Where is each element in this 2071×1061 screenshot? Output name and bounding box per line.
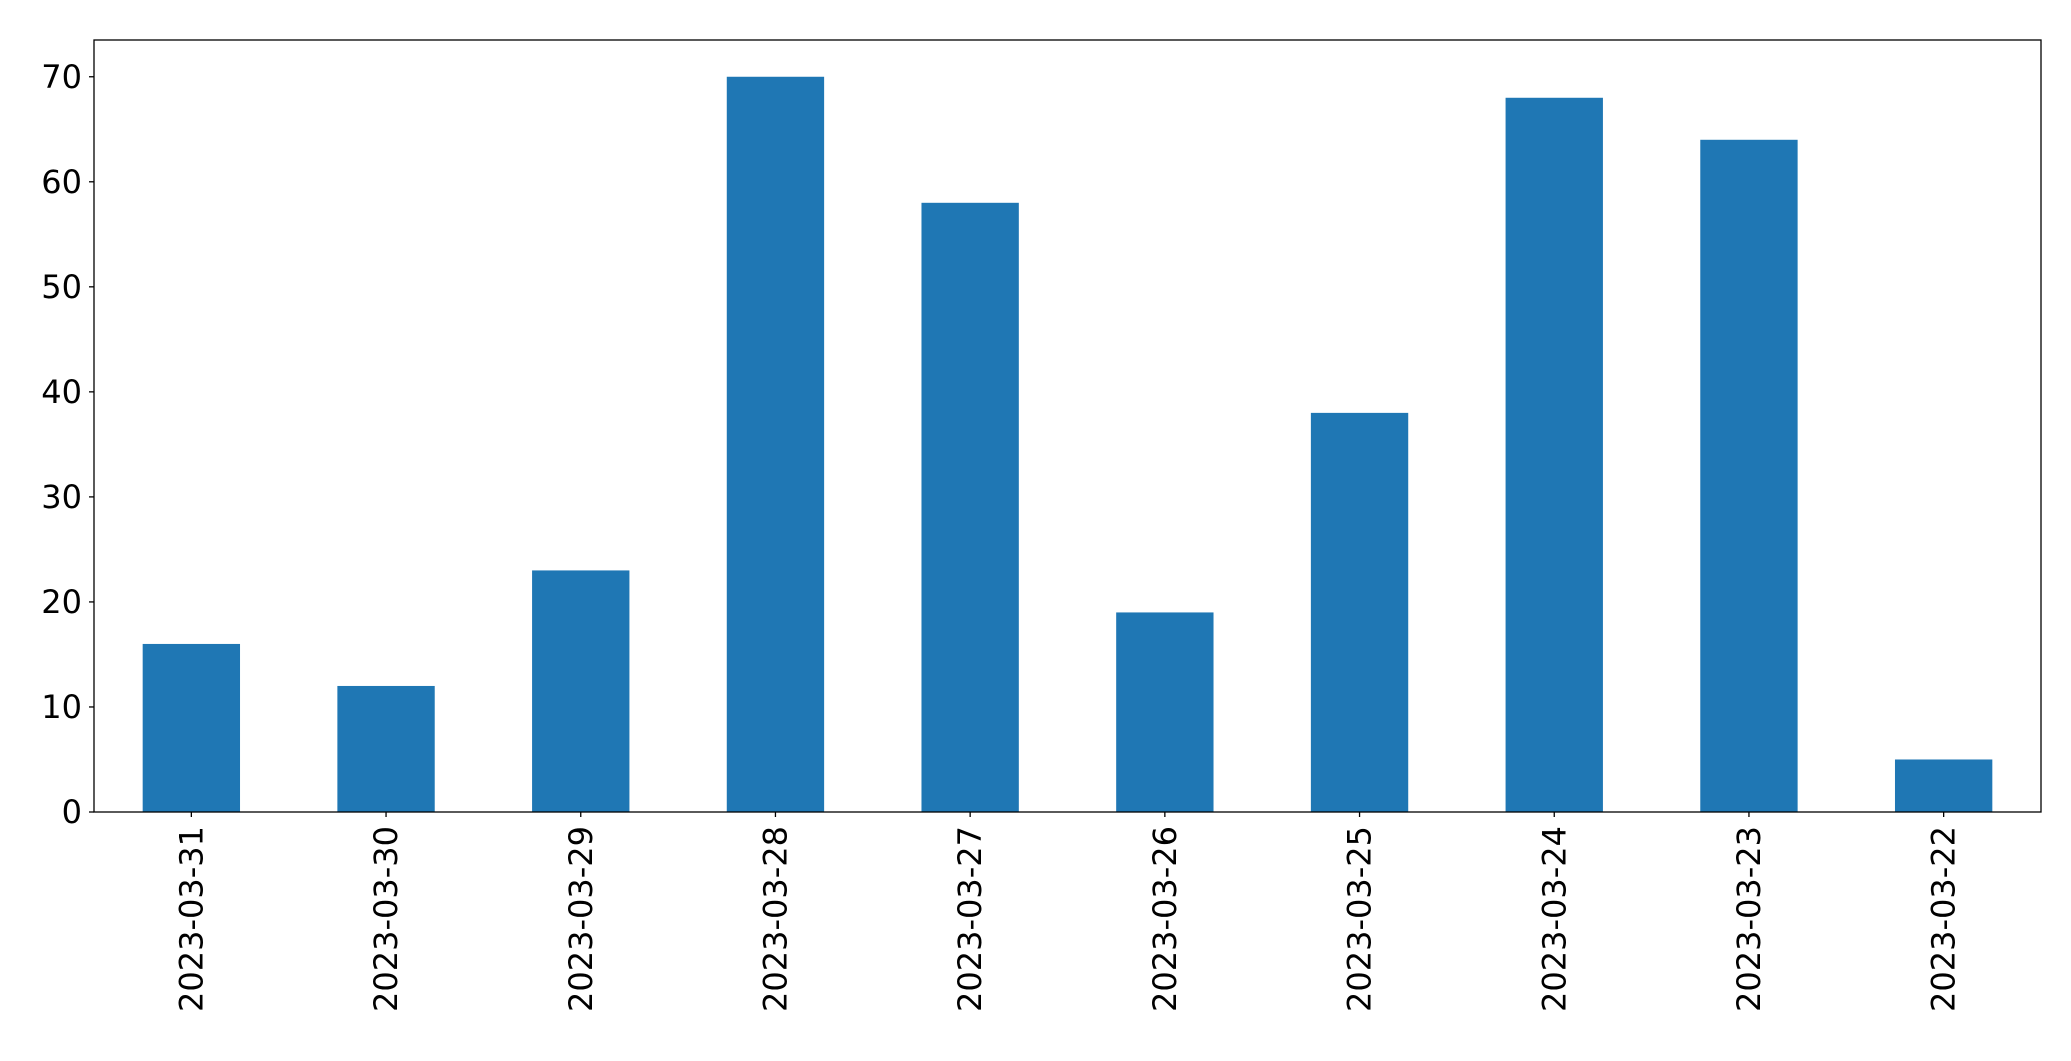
y-tick-label: 70 (41, 58, 82, 96)
y-tick-label: 50 (41, 268, 82, 306)
x-tick-label: 2023-03-23 (1730, 826, 1768, 1012)
x-tick-label: 2023-03-29 (562, 826, 600, 1012)
axes-frame (93, 39, 2042, 813)
bar (337, 685, 435, 812)
x-tick-label: 2023-03-25 (1341, 826, 1379, 1012)
x-tick-label: 2023-03-26 (1146, 826, 1184, 1012)
x-tick-label: 2023-03-24 (1535, 826, 1573, 1012)
y-tick-label: 20 (41, 583, 82, 621)
x-tick-label: 2023-03-27 (951, 826, 989, 1012)
bar (1894, 759, 1993, 812)
y-tick-label: 60 (41, 163, 82, 201)
bar (1700, 139, 1798, 812)
y-tick-label: 40 (41, 373, 82, 411)
bar (921, 202, 1019, 812)
x-tick-label: 2023-03-22 (1925, 826, 1963, 1012)
bar (1505, 97, 1603, 813)
bar (1310, 412, 1409, 812)
bar (142, 643, 241, 812)
y-tick-label: 30 (41, 478, 82, 516)
y-tick-label: 0 (62, 793, 82, 831)
x-tick-label: 2023-03-30 (367, 826, 405, 1012)
y-tick-label: 10 (41, 688, 82, 726)
bar (726, 76, 825, 812)
x-tick-label: 2023-03-28 (756, 826, 794, 1012)
bar (532, 570, 630, 812)
bar (1116, 612, 1214, 812)
x-tick-label: 2023-03-31 (172, 826, 210, 1012)
